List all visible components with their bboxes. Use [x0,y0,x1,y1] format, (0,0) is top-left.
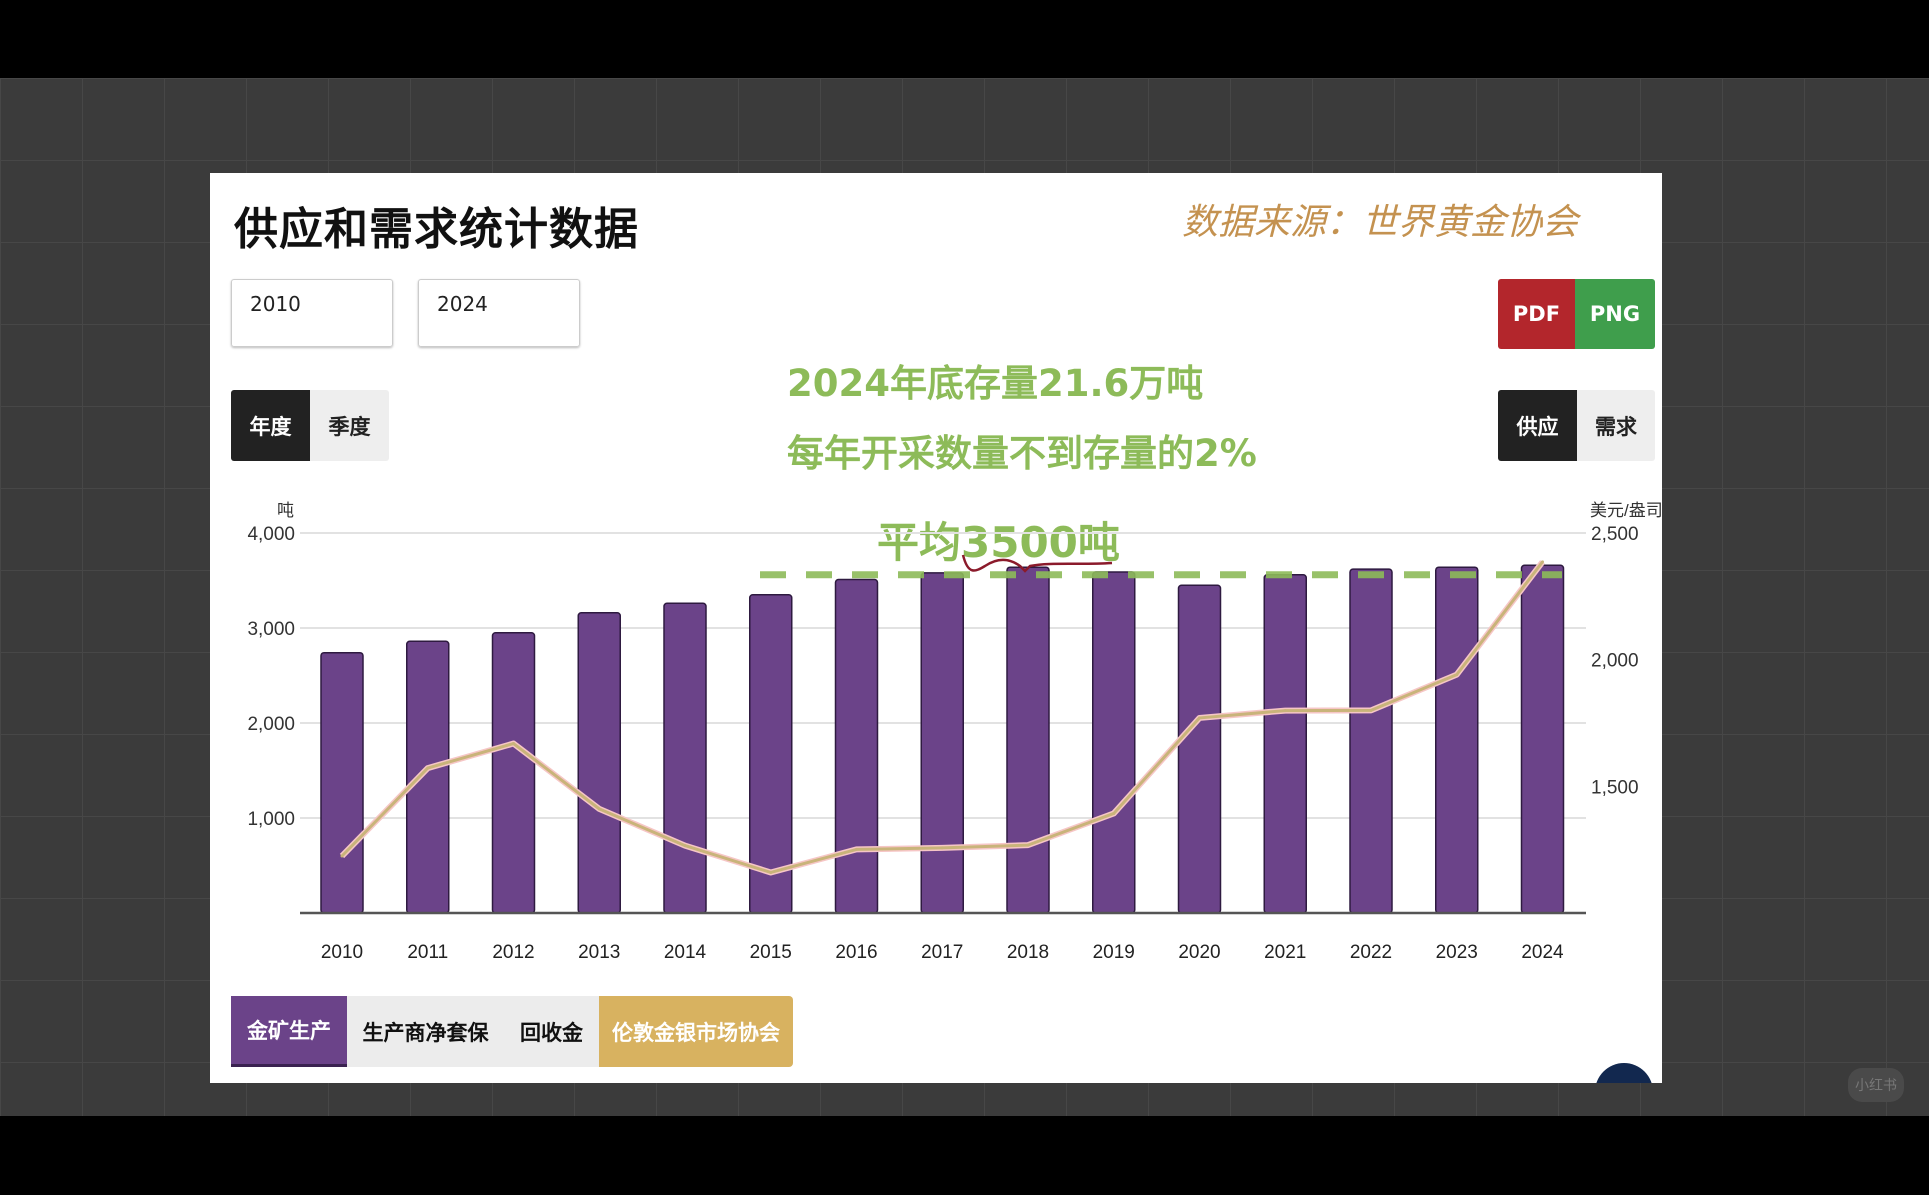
bar-2023 [1435,566,1479,914]
x-tick-label: 2021 [1264,942,1306,963]
y-tick-label: 3,000 [247,619,295,640]
bar-2022 [1349,568,1393,914]
x-tick-label: 2012 [492,942,534,963]
x-tick-label: 2020 [1178,942,1220,963]
bar-2014 [663,602,707,914]
top-black-band [0,0,1929,78]
bar-2010 [320,651,364,914]
handwritten-underline [961,554,1113,573]
x-tick-label: 2023 [1436,942,1478,963]
bar-2018 [1006,566,1050,914]
bar-2011 [406,640,450,914]
x-tick-label: 2015 [750,942,792,963]
x-tick-label: 2011 [407,942,448,963]
annotation-average: 平均3500吨 [877,518,1120,567]
price-point-2019 [1112,811,1116,815]
png-export-button[interactable]: PNG [1575,279,1655,349]
y2-tick-label: 1,500 [1591,777,1639,798]
tab-supply[interactable]: 供应 [1498,390,1577,461]
y-axis-unit: 吨 [277,501,294,520]
y-tick-label: 4,000 [247,524,295,545]
price-point-2022 [1369,708,1373,712]
bar-2021 [1263,574,1307,914]
legend-recycled-gold[interactable]: 回收金 [504,996,599,1067]
x-tick-label: 2024 [1521,942,1564,963]
bar-2017 [920,572,964,914]
price-point-2013 [597,807,601,811]
bar-2020 [1177,584,1222,914]
price-point-2023 [1455,673,1459,677]
x-tick-label: 2010 [321,942,363,963]
legend-lbma[interactable]: 伦敦金银市场协会 [599,996,793,1067]
x-tick-label: 2022 [1350,942,1392,963]
y2-axis-unit: 美元/盎司 [1590,501,1663,520]
watermark: 小红书 [1848,1068,1904,1102]
annotation-stock: 2024年底存量21.6万吨 [787,362,1204,405]
x-tick-label: 2014 [664,942,707,963]
price-point-2017 [940,846,944,850]
x-tick-label: 2017 [921,942,963,963]
price-point-2010 [340,854,344,858]
scroll-top-button[interactable] [1595,1063,1653,1083]
y-tick-label: 1,000 [247,809,295,830]
x-tick-label: 2013 [578,942,620,963]
legend-producer-hedging[interactable]: 生产商净套保 [347,996,504,1067]
price-point-2011 [426,766,430,770]
bar-2016 [834,578,879,914]
bar-2012 [491,632,536,914]
data-source: 数据来源：世界黄金协会 [1182,202,1579,243]
y-tick-label: 2,000 [247,714,295,735]
bar-2013 [577,612,621,914]
end-year-input[interactable]: 2024 [418,279,580,347]
annotation-mining-ratio: 每年开采数量不到存量的2% [787,432,1257,475]
page-title: 供应和需求统计数据 [234,204,639,255]
x-tick-label: 2018 [1007,942,1049,963]
bar-2019 [1092,571,1136,914]
tab-demand[interactable]: 需求 [1577,390,1655,461]
price-point-2016 [855,847,858,851]
price-point-2012 [512,742,515,746]
bar-2024 [1520,564,1565,914]
bottom-black-band [0,1116,1929,1195]
y2-tick-label: 2,000 [1591,651,1639,672]
x-tick-label: 2019 [1093,942,1135,963]
legend-gold-mine-production[interactable]: 金矿生产 [231,996,347,1067]
price-point-2020 [1198,716,1201,720]
price-point-2018 [1026,843,1030,847]
y2-tick-label: 2,500 [1591,524,1639,545]
tab-quarterly[interactable]: 季度 [310,390,389,461]
x-tick-label: 2016 [835,942,877,963]
price-point-2014 [683,844,687,848]
price-point-2015 [769,870,773,874]
tab-annual[interactable]: 年度 [231,390,310,461]
price-point-2024 [1541,560,1544,564]
price-point-2021 [1283,709,1287,713]
start-year-input[interactable]: 2010 [231,279,393,347]
pdf-export-button[interactable]: PDF [1498,279,1575,349]
